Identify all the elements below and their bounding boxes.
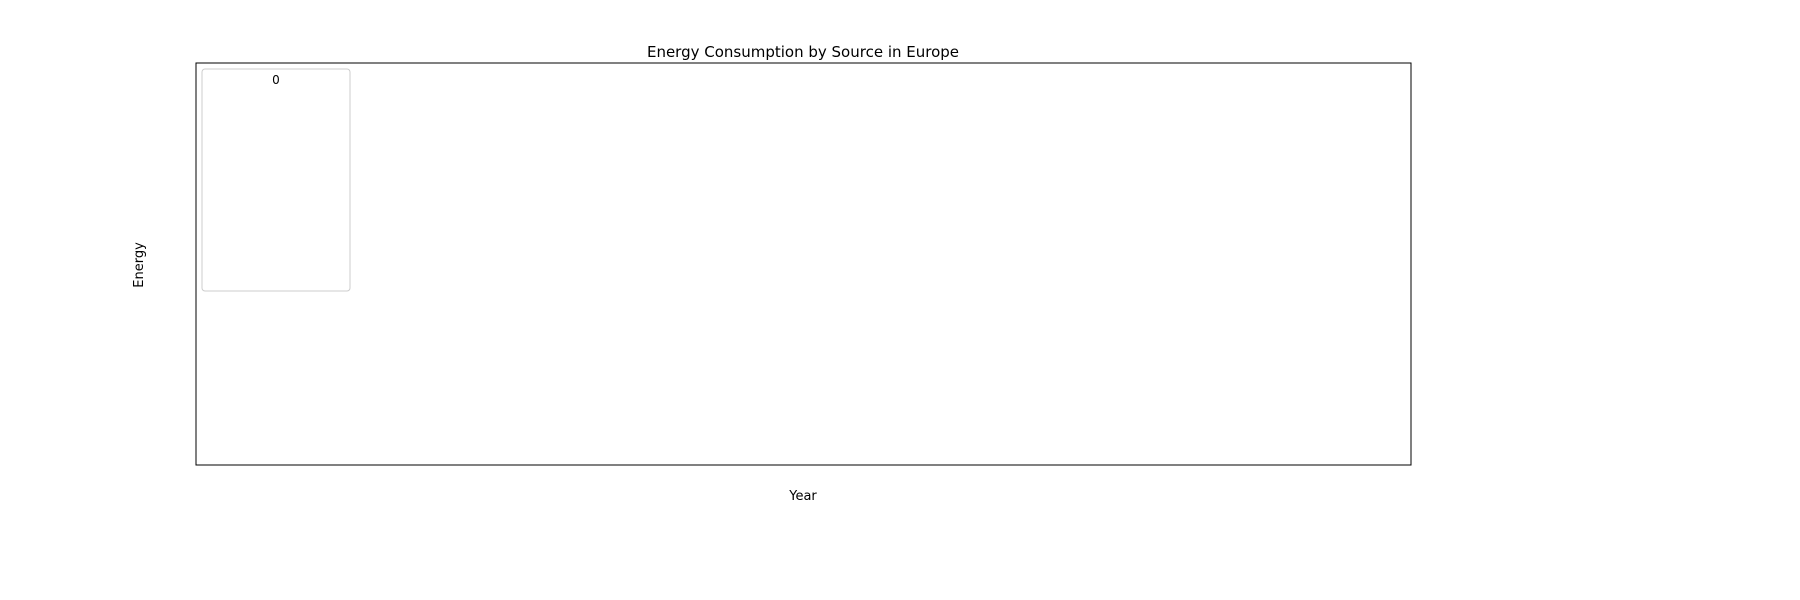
legend-box bbox=[201, 68, 351, 292]
y-axis-label: Energy bbox=[132, 242, 147, 288]
legend-title: 0 bbox=[272, 73, 280, 87]
legend: 0 bbox=[201, 68, 351, 292]
chart-title: Energy Consumption by Source in Europe bbox=[647, 43, 959, 61]
plot-frame bbox=[195, 62, 1412, 466]
x-axis-label: Year bbox=[788, 489, 817, 504]
